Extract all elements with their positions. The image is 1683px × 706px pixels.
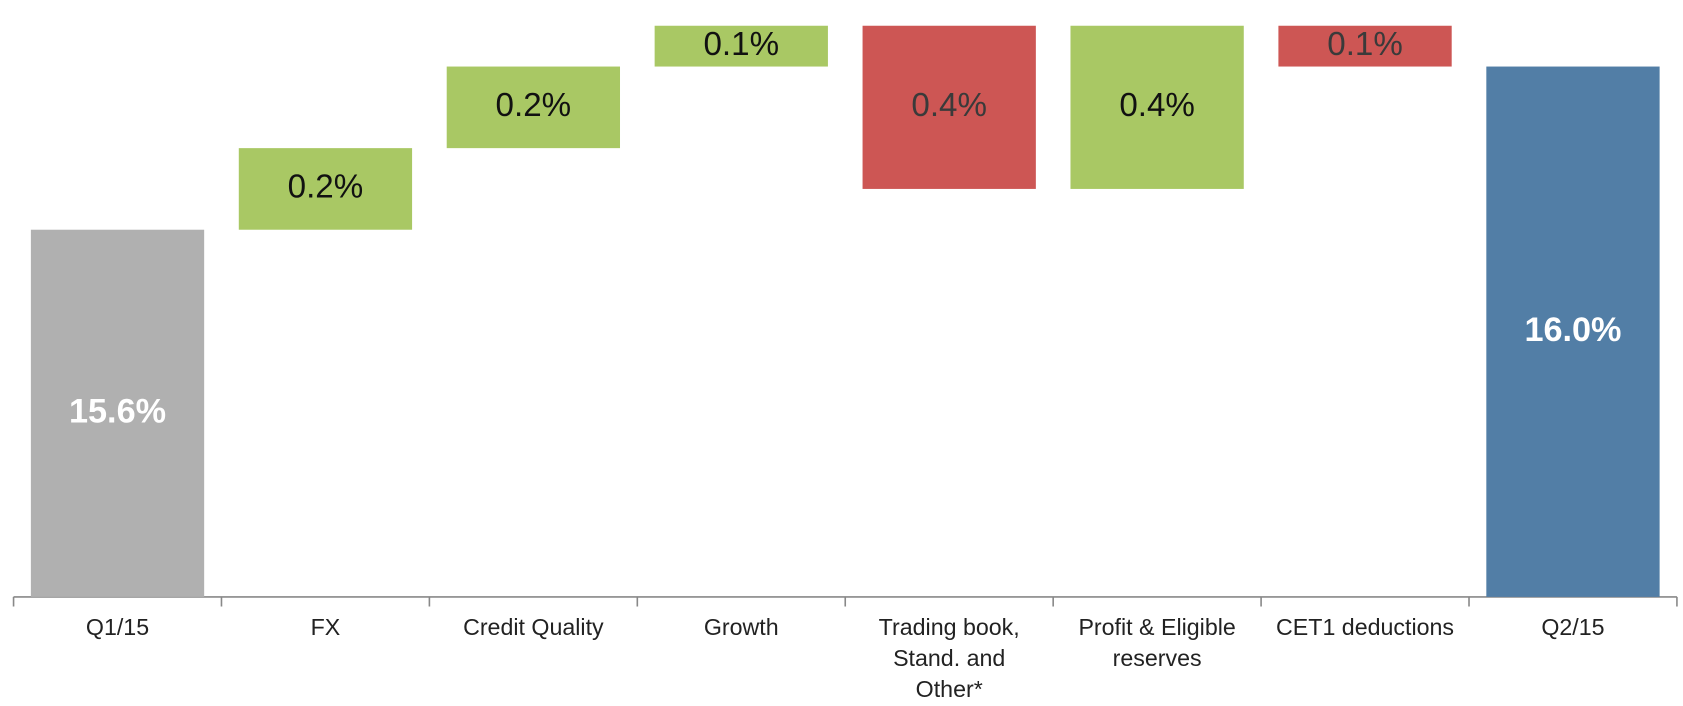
x-tick-label: FX xyxy=(311,614,341,640)
data-label: 0.2% xyxy=(288,169,364,206)
x-tick-label: CET1 deductions xyxy=(1276,614,1454,640)
bar xyxy=(30,229,205,597)
bar xyxy=(1070,25,1244,189)
data-label: 0.1% xyxy=(703,26,779,63)
data-label: 0.4% xyxy=(911,87,987,124)
bar xyxy=(1486,66,1660,597)
data-label: 0.2% xyxy=(496,87,572,124)
data-label: 15.6% xyxy=(69,392,166,430)
x-tick-label: Q1/15 xyxy=(86,614,149,640)
x-tick-label: Credit Quality xyxy=(463,614,604,640)
data-label: 0.1% xyxy=(1327,26,1403,63)
data-label: 0.4% xyxy=(1119,87,1195,124)
bar xyxy=(862,25,1036,189)
bar xyxy=(238,148,413,230)
bar xyxy=(1278,25,1452,67)
bar xyxy=(446,66,621,149)
x-tick-label: Growth xyxy=(704,614,779,640)
data-label: 16.0% xyxy=(1524,311,1621,349)
x-tick-label: Profit & Eligible reserves xyxy=(1078,614,1235,671)
x-tick-label: Trading book, Stand. and Other* xyxy=(879,614,1020,702)
x-tick-label: Q2/15 xyxy=(1541,614,1604,640)
bar xyxy=(654,25,828,67)
